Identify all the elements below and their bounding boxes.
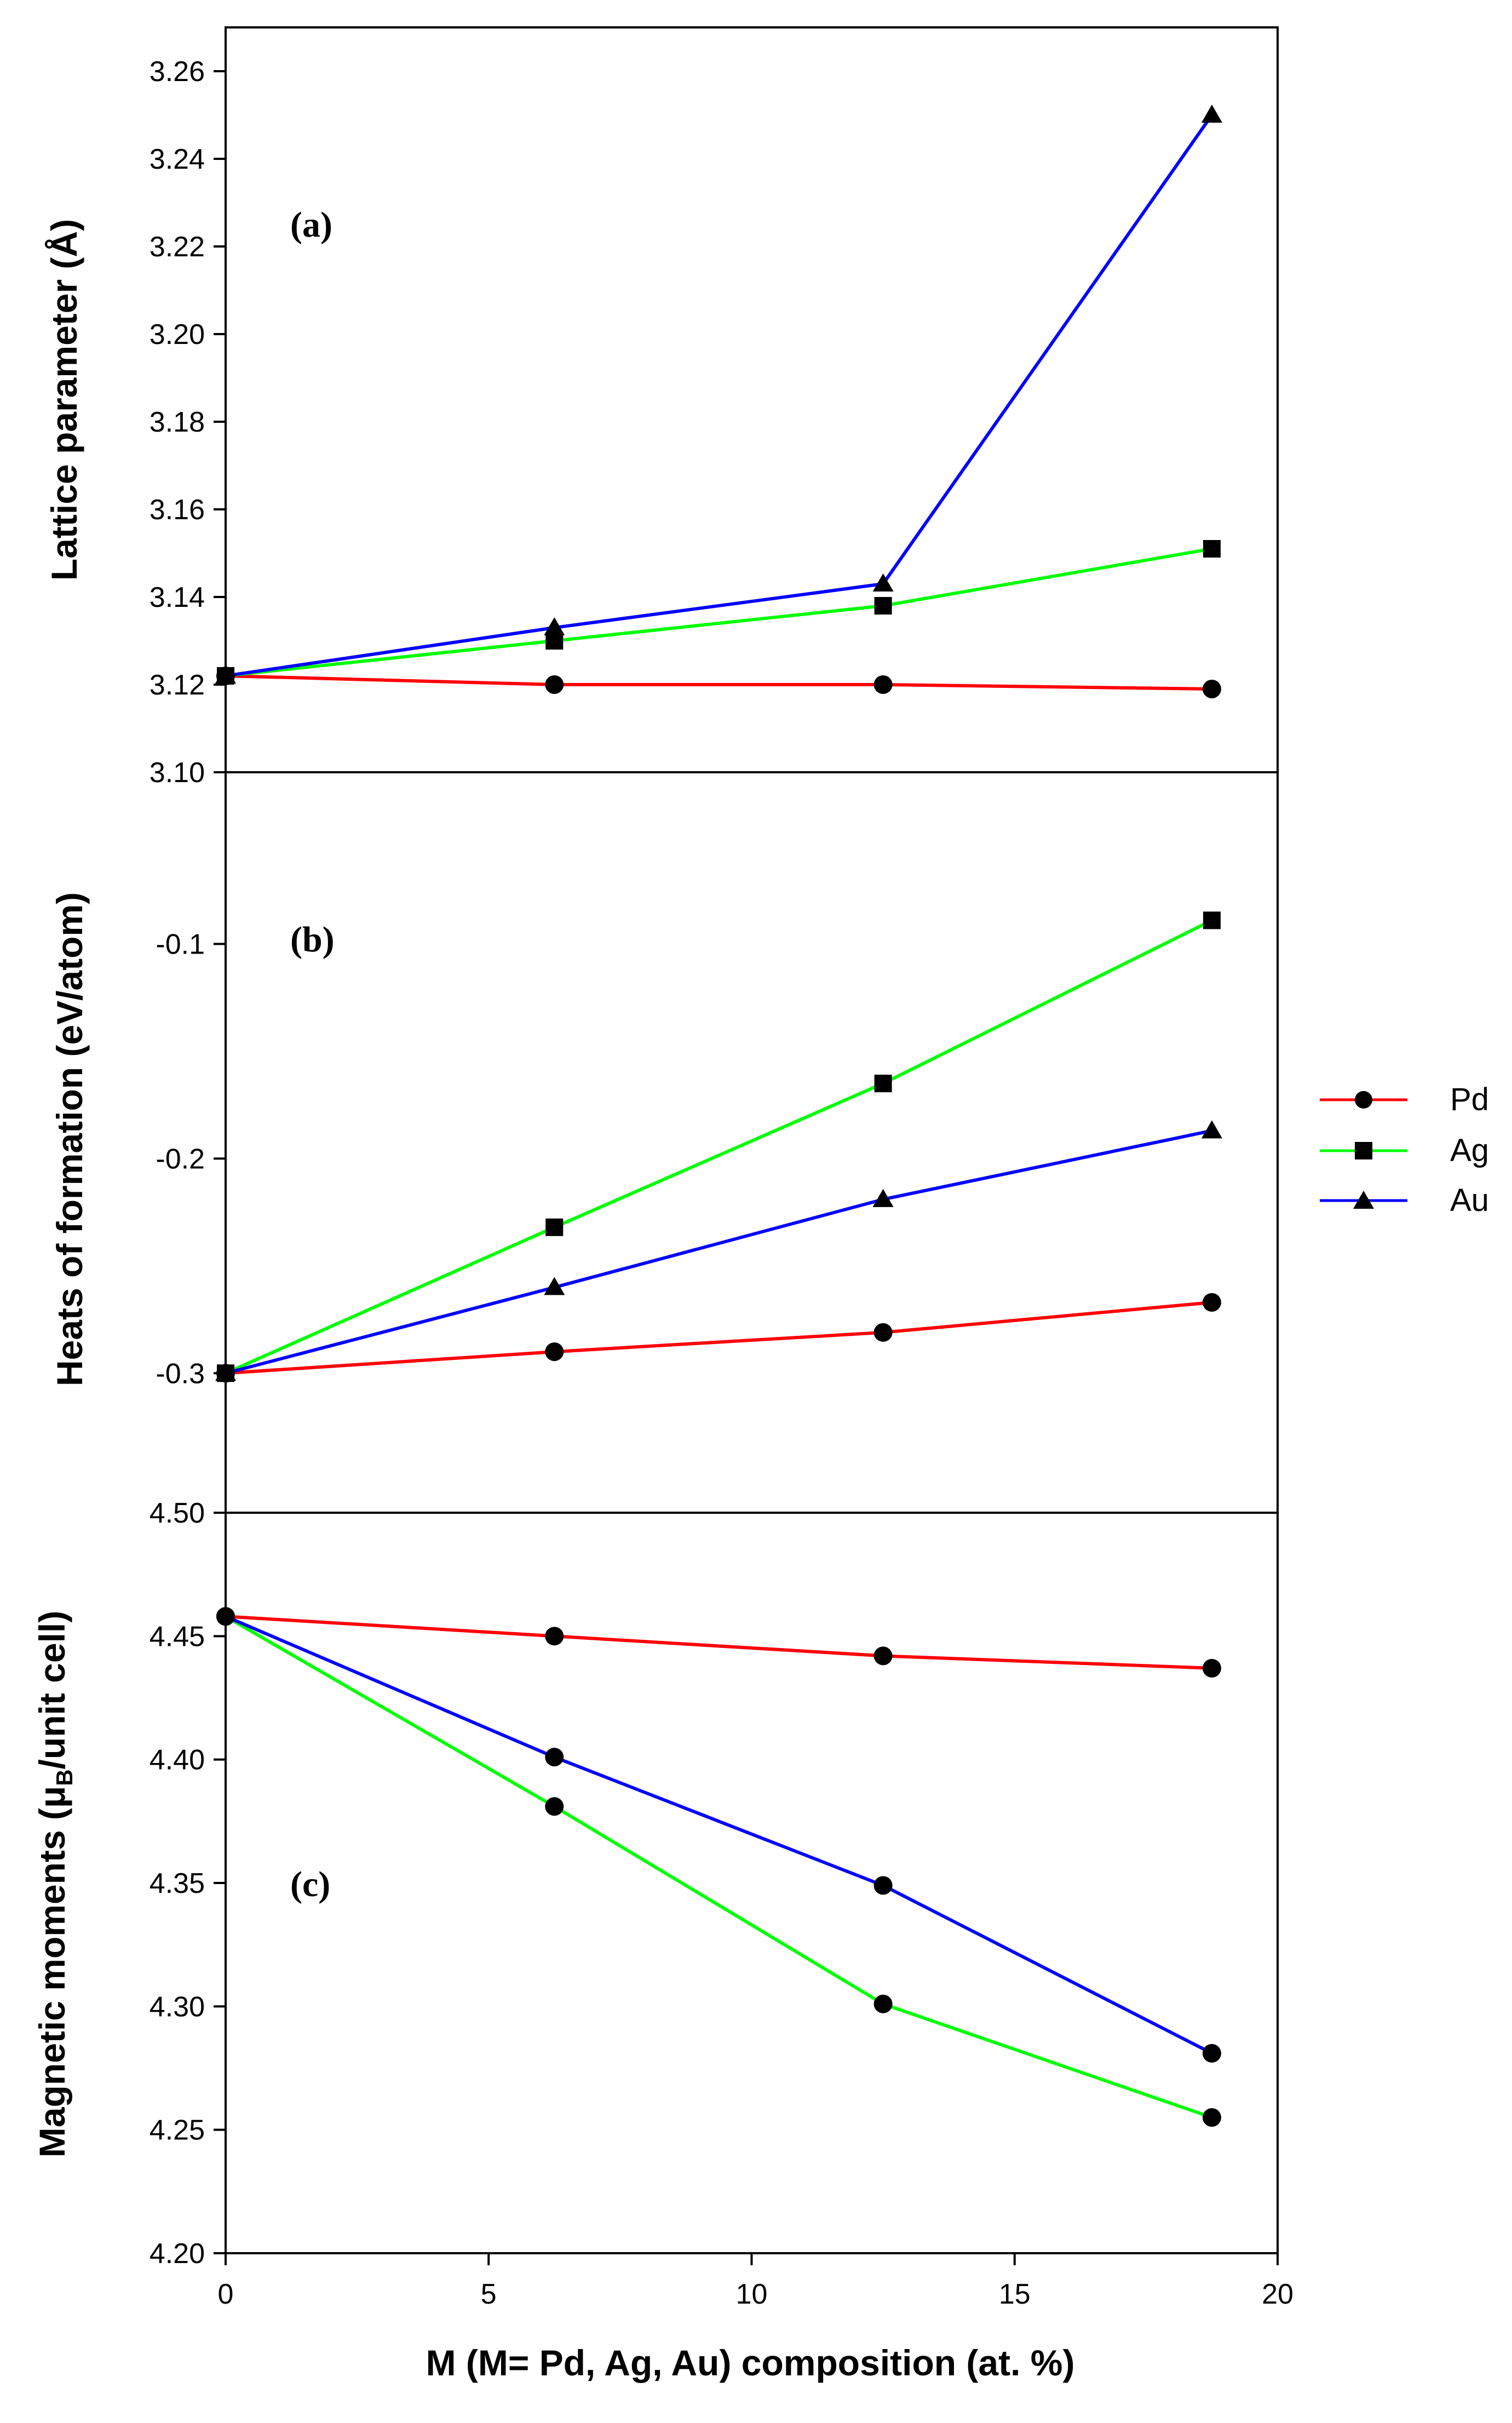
panel-c-point-pd [873, 1646, 893, 1666]
panel-c-label: (c) [290, 1864, 330, 1904]
panel-b-point-pd [1202, 1293, 1221, 1312]
panel-c-ylabel-mu: μ [32, 1786, 72, 1808]
panel-a-ytick-label: 3.20 [150, 319, 205, 351]
panel-b-ylabel: Heats of formation (eV/atom) [49, 892, 90, 1386]
panel-c-frame [225, 1512, 1279, 2254]
panel-b-point-au [872, 1188, 894, 1207]
panel-b-series-line-au [225, 1129, 1212, 1375]
panel-b-point-au [215, 1363, 236, 1381]
panel-b-point-ag [545, 1218, 564, 1236]
panel-a-ytick-label: 3.12 [150, 669, 205, 701]
panel-c-point-ag [873, 1994, 893, 2013]
legend-label-au: Au [1450, 1182, 1489, 1218]
panel-b-ytick-label: -0.1 [156, 929, 205, 961]
panel-b-series-line-pd [225, 1300, 1212, 1375]
panel-b-point-pd [873, 1323, 893, 1342]
panel-b-point-ag [1203, 911, 1221, 929]
panel-c-point-au [1202, 2043, 1221, 2063]
panel-a-point-ag [874, 597, 892, 615]
panel-c-ytick-label: 4.45 [150, 1621, 205, 1652]
panel-c-ytick-label: 4.35 [150, 1868, 205, 1899]
panel-a-ytick-label: 3.18 [150, 406, 205, 438]
panel-b-series-line-ag [225, 918, 1213, 1375]
panel-a-point-pd [545, 675, 564, 694]
x-axis-title: M (M= Pd, Ag, Au) composition (at. %) [426, 2342, 1075, 2383]
panel-a-series-line-pd [225, 674, 1212, 691]
panel-a-point-pd [1202, 680, 1221, 698]
panel-a-series-line-au [225, 114, 1214, 677]
panel-c-point-au [873, 1876, 893, 1895]
panel-a-point-au [872, 573, 894, 592]
panel-a-point-ag [1203, 540, 1221, 558]
x-tick-label: 20 [1262, 2278, 1293, 2310]
panel-c-series-line-pd [225, 1615, 1212, 1670]
panel-c-ytick-label: 4.25 [150, 2115, 205, 2146]
legend-marker-pd [1355, 1091, 1372, 1109]
panel-c-ylabel: Magnetic moments (μB/unit cell) [32, 1611, 77, 2158]
legend-marker-au [1353, 1191, 1374, 1209]
legend-marker-ag [1355, 1142, 1372, 1159]
panel-a-ytick-label: 3.22 [150, 231, 205, 263]
panel-c-point-au [545, 1748, 564, 1767]
legend-label-ag: Ag [1450, 1133, 1489, 1168]
panel-b-point-au [1201, 1120, 1222, 1139]
panel-b-ytick-label: -0.2 [156, 1143, 205, 1175]
panel-a-ylabel: Lattice parameter (Å) [44, 219, 84, 581]
panel-a-ytick-label: 3.10 [150, 757, 205, 789]
panel-c-point-ag [545, 1797, 564, 1816]
panel-c-series-line-au [225, 1615, 1213, 2055]
x-tick-label: 5 [481, 2278, 497, 2310]
panel-a-point-pd [873, 675, 893, 694]
panel-b-label: (b) [290, 920, 335, 960]
panel-c-ytick-label: 4.20 [150, 2238, 205, 2270]
panel-c-ytick-label: 4.30 [150, 1991, 205, 2023]
panel-a-series-line-ag [225, 547, 1212, 677]
panel-c-point-pd [1202, 1658, 1221, 1678]
panel-b-ytick-label: -0.3 [156, 1358, 205, 1390]
panel-a-point-au [1201, 105, 1222, 123]
panel-a-point-au [544, 617, 565, 635]
panel-a-ytick-label: 3.16 [150, 494, 205, 526]
panel-b-point-au [544, 1277, 565, 1295]
panel-a-ytick-label: 3.14 [150, 582, 205, 613]
panel-a-label: (a) [290, 205, 332, 245]
panel-c-ylabel-rest: /unit cell) [32, 1611, 72, 1770]
legend: Pd Ag Au [1320, 1082, 1489, 1218]
legend-label-pd: Pd [1450, 1082, 1489, 1117]
x-tick-label: 10 [736, 2278, 768, 2310]
panel-c-ytick-label: 4.40 [150, 1744, 205, 1776]
panel-a-ytick-label: 3.24 [150, 143, 205, 175]
panel-c-point-pd [545, 1627, 564, 1646]
x-tick-label: 0 [218, 2278, 234, 2310]
panel-a-ytick-label: 3.26 [150, 56, 205, 88]
panel-c-point-ag [1202, 2108, 1221, 2127]
x-tick-label: 15 [999, 2278, 1031, 2310]
panel-c-ylabel-sub: B [51, 1769, 77, 1785]
panel-c-ylabel-main: Magnetic moments ( [32, 1808, 72, 2157]
panel-c-series-line-ag [225, 1615, 1212, 2119]
panel-c-ytick-label: 4.50 [150, 1497, 205, 1529]
panel-b-point-pd [545, 1342, 564, 1362]
panel-a-point-au [215, 665, 236, 684]
panel-c-point-au [216, 1607, 235, 1626]
panel-b-point-ag [874, 1075, 892, 1093]
